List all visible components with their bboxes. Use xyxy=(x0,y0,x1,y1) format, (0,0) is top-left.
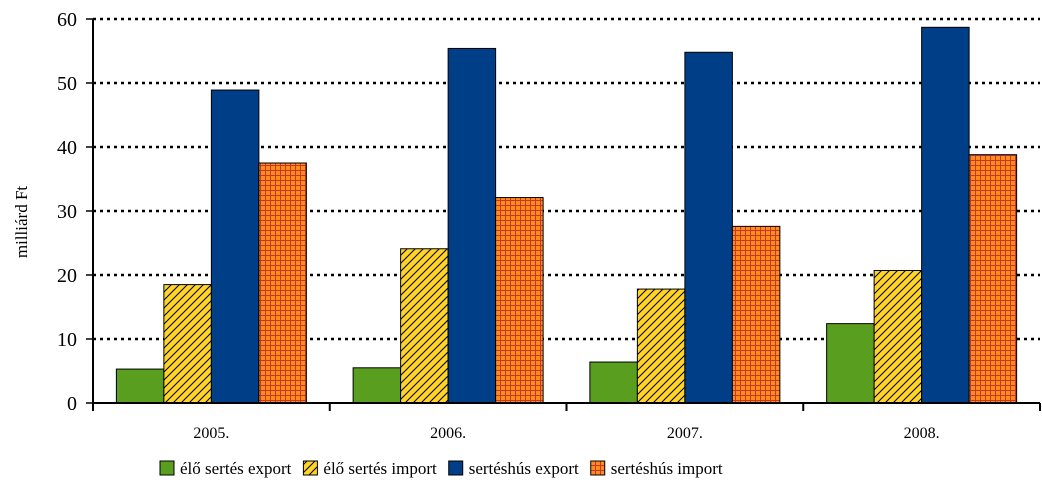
legend-swatch-2 xyxy=(302,460,318,476)
bars xyxy=(115,26,1018,404)
bar-1-2005 xyxy=(115,368,165,404)
x-axis-ticks: 2005. 2006. 2007. 2008. xyxy=(92,403,1041,442)
bar-4-2006 xyxy=(495,197,544,404)
y-tick-label: 40 xyxy=(57,137,77,159)
legend-label-4: sertéshús import xyxy=(611,459,723,478)
bar-3-2008 xyxy=(921,26,970,404)
legend-swatch-1 xyxy=(159,460,175,476)
legend-label-2: élő sertés import xyxy=(323,459,437,478)
bar-1-2006 xyxy=(352,367,402,404)
bar-2-2008 xyxy=(873,270,923,404)
y-tick-label: 50 xyxy=(57,73,77,95)
bar-2-2005 xyxy=(163,284,212,404)
bar-3-2007 xyxy=(684,51,733,404)
bar-3-2005 xyxy=(210,89,260,404)
bar-2-2006 xyxy=(400,248,449,404)
x-tick-label: 2008. xyxy=(904,425,940,442)
bar-1-2007 xyxy=(589,361,638,404)
bar-4-2005 xyxy=(258,162,307,404)
y-tick-label: 30 xyxy=(57,201,77,223)
x-tick-label: 2007. xyxy=(667,425,703,442)
bar-4-2008 xyxy=(968,154,1018,404)
y-tick-label: 0 xyxy=(67,393,77,415)
bar-2-2007 xyxy=(636,288,686,404)
legend-swatch-4 xyxy=(590,460,606,476)
bar-4-2007 xyxy=(731,225,781,404)
y-tick-label: 20 xyxy=(57,265,77,287)
bar-1-2008 xyxy=(826,323,875,404)
y-axis-label: milliárd Ft xyxy=(12,186,31,259)
y-tick-label: 60 xyxy=(57,9,77,31)
x-tick-label: 2006. xyxy=(430,425,466,442)
legend-swatch-3 xyxy=(448,460,464,476)
y-tick-label: 10 xyxy=(57,329,77,351)
legend: élő sertés export élő sertés import sertés… xyxy=(159,459,723,478)
bar-3-2006 xyxy=(447,47,497,404)
legend-label-1: élő sertés export xyxy=(180,459,292,478)
x-tick-label: 2005. xyxy=(193,425,229,442)
legend-label-3: sertéshús export xyxy=(469,459,579,478)
y-axis-ticks: 0 10 20 30 40 50 60 xyxy=(57,9,93,415)
